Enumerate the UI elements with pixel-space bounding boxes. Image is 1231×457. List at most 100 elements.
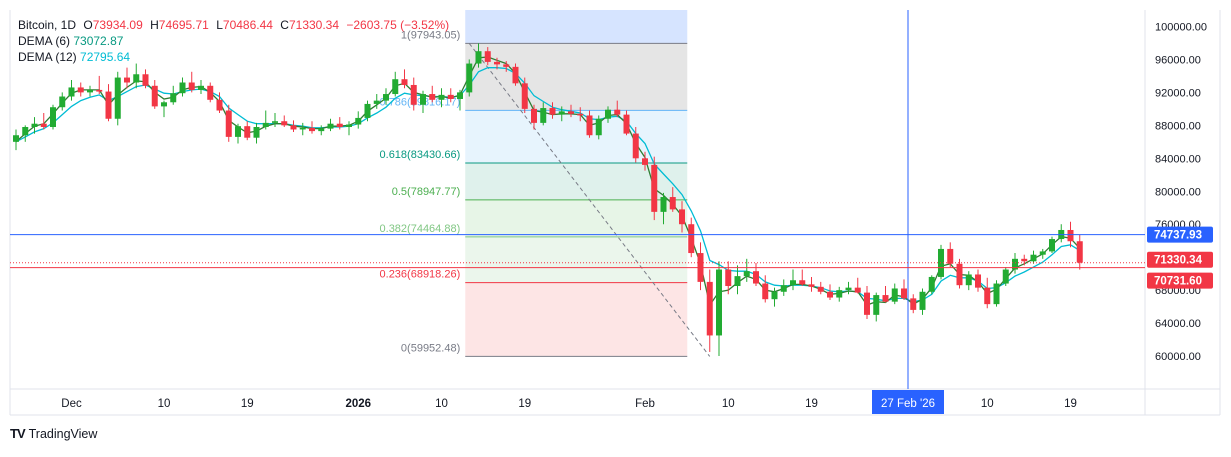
crosshair-price-label[interactable]: 74737.93 xyxy=(1154,230,1202,242)
candle-body[interactable] xyxy=(253,126,260,138)
candle-body[interactable] xyxy=(836,290,843,298)
candle-body[interactable] xyxy=(336,123,343,127)
candle-body[interactable] xyxy=(891,288,898,302)
candle-body[interactable] xyxy=(975,274,981,288)
candle-body[interactable] xyxy=(281,121,288,126)
candle-body[interactable] xyxy=(605,109,611,119)
candle-body[interactable] xyxy=(965,274,972,286)
candle-body[interactable] xyxy=(919,291,926,310)
crosshair-date-label[interactable]: 27 Feb '26 xyxy=(881,398,935,410)
candle-body[interactable] xyxy=(771,291,778,300)
candle-body[interactable] xyxy=(484,51,491,62)
candle-body[interactable] xyxy=(595,118,602,136)
candle-body[interactable] xyxy=(429,94,436,100)
candle-body[interactable] xyxy=(854,287,861,293)
candle-body[interactable] xyxy=(401,79,408,85)
candle-body[interactable] xyxy=(873,295,880,315)
candle-body[interactable] xyxy=(198,85,204,90)
time-axis[interactable]: Dec 10 19 2026 10 19 Feb 10 19 10 19 27 Feb '26 xyxy=(61,390,1077,414)
candle-body[interactable] xyxy=(96,89,103,92)
candle-body[interactable] xyxy=(651,164,658,212)
candle-body[interactable] xyxy=(161,102,167,107)
candle-body[interactable] xyxy=(817,286,824,292)
candle-body[interactable] xyxy=(87,89,93,93)
candle-body[interactable] xyxy=(901,288,907,299)
candle-body[interactable] xyxy=(410,84,417,105)
candle-body[interactable] xyxy=(1049,239,1055,252)
candle-body[interactable] xyxy=(521,83,528,109)
candle-body[interactable] xyxy=(124,77,130,83)
candle-body[interactable] xyxy=(577,113,584,116)
candle-body[interactable] xyxy=(669,197,676,210)
candle-body[interactable] xyxy=(225,110,232,137)
candle-body[interactable] xyxy=(910,298,917,310)
candle-body[interactable] xyxy=(1067,229,1074,242)
candle-body[interactable] xyxy=(188,82,195,90)
candle-body[interactable] xyxy=(827,291,833,298)
candle-body[interactable] xyxy=(68,87,75,97)
candle-body[interactable] xyxy=(494,61,500,65)
legend-dema6-row[interactable]: DEMA (6) 73072.87 xyxy=(18,33,449,49)
candle-body[interactable] xyxy=(762,283,769,300)
candle-body[interactable] xyxy=(105,91,112,119)
candle-body[interactable] xyxy=(799,280,806,285)
candle-body[interactable] xyxy=(318,128,325,132)
candle-body[interactable] xyxy=(614,109,621,115)
candle-body[interactable] xyxy=(864,292,870,315)
candle-body[interactable] xyxy=(244,126,251,138)
candle-body[interactable] xyxy=(142,74,149,86)
candle-body[interactable] xyxy=(882,295,889,302)
candle-body[interactable] xyxy=(1039,251,1046,255)
candle-body[interactable] xyxy=(272,121,278,123)
legend-dema12-row[interactable]: DEMA (12) 72795.64 xyxy=(18,49,449,65)
candle-body[interactable] xyxy=(632,133,639,159)
candle-body[interactable] xyxy=(568,111,574,114)
candle-body[interactable] xyxy=(642,158,648,165)
candle-body[interactable] xyxy=(466,63,473,93)
candle-body[interactable] xyxy=(984,287,991,305)
candle-body[interactable] xyxy=(790,280,796,286)
candle-body[interactable] xyxy=(549,108,556,115)
candle-body[interactable] xyxy=(623,114,630,134)
candle-body[interactable] xyxy=(475,51,482,64)
candle-body[interactable] xyxy=(845,287,852,291)
candle-body[interactable] xyxy=(309,127,315,132)
low-price-label[interactable]: 70731.60 xyxy=(1154,276,1202,288)
candle-body[interactable] xyxy=(77,87,84,93)
candle-body[interactable] xyxy=(586,115,593,136)
tradingview-brand[interactable]: TV TradingView xyxy=(10,426,97,441)
candle-body[interactable] xyxy=(262,122,269,127)
candle-body[interactable] xyxy=(1002,269,1009,284)
symbol-label[interactable]: Bitcoin, 1D xyxy=(18,18,77,32)
candle-body[interactable] xyxy=(1076,241,1083,263)
candle-body[interactable] xyxy=(688,224,695,254)
candle-body[interactable] xyxy=(503,64,510,67)
candle-body[interactable] xyxy=(13,135,19,142)
candle-body[interactable] xyxy=(725,269,732,287)
candle-body[interactable] xyxy=(743,271,750,277)
candle-body[interactable] xyxy=(679,209,685,225)
candle-body[interactable] xyxy=(22,126,29,136)
candle-body[interactable] xyxy=(207,85,214,100)
candle-body[interactable] xyxy=(753,271,759,284)
candle-body[interactable] xyxy=(447,94,454,99)
candle-body[interactable] xyxy=(1021,258,1028,262)
candle-body[interactable] xyxy=(50,107,56,127)
candle-body[interactable] xyxy=(364,103,371,118)
candle-body[interactable] xyxy=(114,77,121,119)
candle-body[interactable] xyxy=(216,99,223,111)
candle-body[interactable] xyxy=(1012,258,1018,270)
candle-body[interactable] xyxy=(558,111,565,115)
candle-body[interactable] xyxy=(512,66,519,84)
candle-body[interactable] xyxy=(780,285,787,292)
candle-body[interactable] xyxy=(355,117,362,125)
candle-body[interactable] xyxy=(299,127,306,130)
candle-body[interactable] xyxy=(993,283,1000,305)
candle-body[interactable] xyxy=(457,92,463,99)
candle-body[interactable] xyxy=(59,96,66,108)
fibonacci-retracement[interactable]: 1(97943.05)0.786(89816.17)0.618(83430.66… xyxy=(380,10,711,357)
candle-body[interactable] xyxy=(531,108,537,123)
candle-body[interactable] xyxy=(383,94,389,101)
